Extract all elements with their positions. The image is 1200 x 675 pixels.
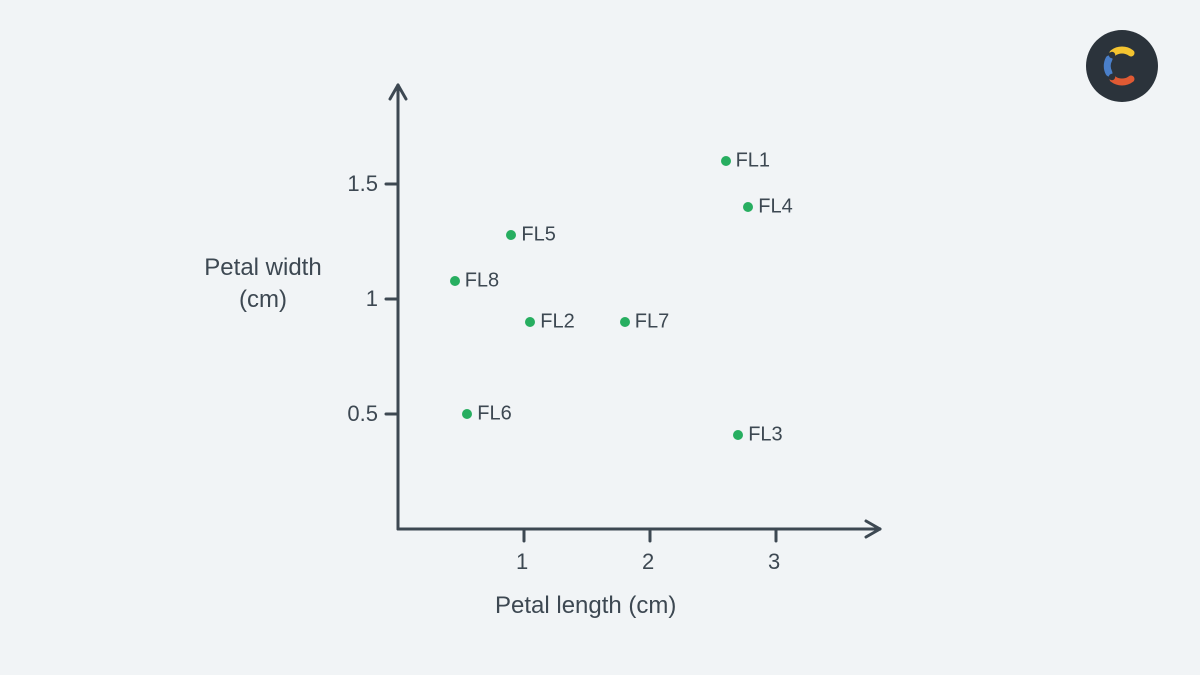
x-tick-label: 2 <box>642 549 654 575</box>
data-point <box>743 202 753 212</box>
data-point <box>721 156 731 166</box>
data-point <box>733 430 743 440</box>
logo-c-icon <box>1100 44 1144 88</box>
data-point <box>620 317 630 327</box>
axes <box>0 0 1200 675</box>
data-point-label: FL2 <box>540 311 574 334</box>
data-point-label: FL4 <box>758 196 792 219</box>
scatter-chart: Petal width (cm) Petal length (cm) 1 2 3 0.… <box>0 0 1200 675</box>
data-point-label: FL7 <box>635 311 669 334</box>
y-tick-label: 1 <box>366 286 378 312</box>
y-axis-label-line2: (cm) <box>178 284 348 316</box>
x-axis-label: Petal length (cm) <box>495 592 676 620</box>
data-point <box>462 409 472 419</box>
data-point-label: FL1 <box>736 150 770 173</box>
data-point <box>450 276 460 286</box>
data-point-label: FL3 <box>748 423 782 446</box>
brand-logo <box>1086 30 1158 102</box>
y-tick-label: 0.5 <box>347 401 378 427</box>
x-tick-label: 1 <box>516 549 528 575</box>
data-point-label: FL6 <box>477 403 511 426</box>
y-axis-label: Petal width (cm) <box>178 252 348 317</box>
y-axis-label-line1: Petal width <box>178 252 348 284</box>
data-point-label: FL5 <box>521 223 555 246</box>
y-tick-label: 1.5 <box>347 171 378 197</box>
data-point <box>525 317 535 327</box>
data-point <box>506 230 516 240</box>
data-point-label: FL8 <box>465 269 499 292</box>
x-tick-label: 3 <box>768 549 780 575</box>
